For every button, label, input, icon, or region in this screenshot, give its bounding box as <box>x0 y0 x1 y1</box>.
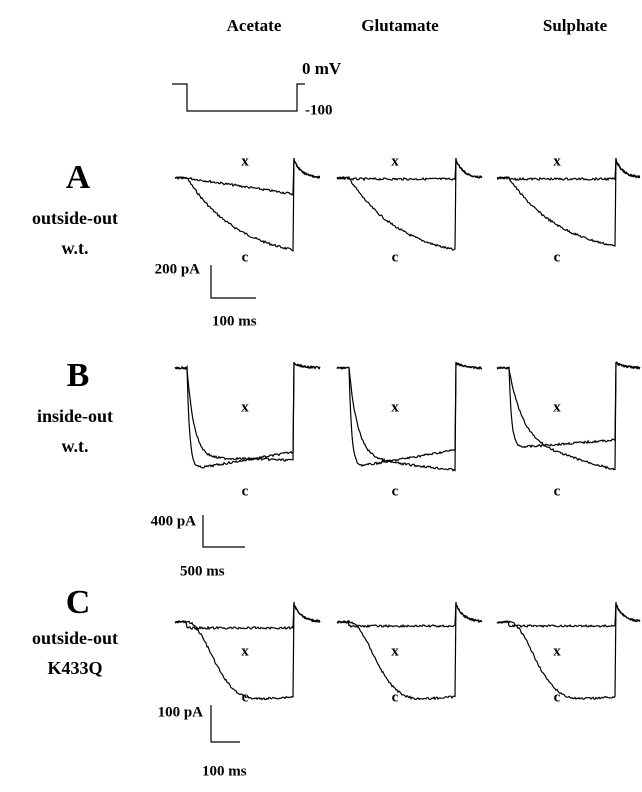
panel-label: w.t. <box>62 436 89 456</box>
trace-label: x <box>553 153 561 169</box>
current-trace <box>336 157 483 251</box>
trace-label: x <box>241 643 249 659</box>
scale-bar <box>210 265 256 299</box>
scale-current: 100 pA <box>158 704 204 720</box>
panel-label: outside-out <box>32 628 118 648</box>
scale-time: 100 ms <box>212 313 257 329</box>
trace-label: c <box>242 249 249 265</box>
panel-letter: B <box>67 357 90 394</box>
trace-label: c <box>392 249 399 265</box>
panel-label: K433Q <box>47 658 102 678</box>
column-header: Sulphate <box>543 16 608 35</box>
trace-label: x <box>391 153 399 169</box>
scale-time: 500 ms <box>180 563 225 579</box>
trace-label: c <box>242 483 249 499</box>
current-trace <box>496 157 641 247</box>
protocol-label: 0 mV <box>302 59 342 78</box>
current-trace <box>174 157 321 196</box>
current-trace <box>336 361 483 468</box>
trace-label: c <box>392 689 399 705</box>
current-trace <box>336 361 483 472</box>
current-trace <box>496 157 640 182</box>
trace-label: x <box>391 643 399 659</box>
column-header: Acetate <box>227 16 282 35</box>
current-trace <box>496 361 641 471</box>
panel-letter: A <box>66 159 91 196</box>
scale-bar <box>210 705 240 743</box>
trace-label: x <box>553 643 561 659</box>
voltage-protocol <box>172 83 305 112</box>
current-trace <box>496 361 641 449</box>
trace-label: c <box>554 249 561 265</box>
scale-time: 100 ms <box>202 763 247 779</box>
trace-label: x <box>553 399 561 415</box>
panel-label: inside-out <box>37 406 113 426</box>
current-trace <box>336 601 483 628</box>
panel-letter: C <box>66 584 91 621</box>
panel-label: w.t. <box>62 238 89 258</box>
trace-label: x <box>241 399 249 415</box>
trace-label: x <box>391 399 399 415</box>
panel-label: outside-out <box>32 208 118 228</box>
current-trace <box>496 601 641 629</box>
trace-label: c <box>392 483 399 499</box>
protocol-label: -100 <box>305 102 333 118</box>
column-header: Glutamate <box>361 16 439 35</box>
current-trace <box>175 361 321 462</box>
current-trace <box>336 157 483 182</box>
trace-label: c <box>554 689 561 705</box>
scale-current: 200 pA <box>155 261 201 277</box>
current-trace <box>174 157 321 252</box>
scale-current: 400 pA <box>151 513 197 529</box>
trace-label: c <box>554 483 561 499</box>
current-trace <box>496 601 641 700</box>
trace-label: c <box>242 689 249 705</box>
trace-label: x <box>241 153 249 169</box>
current-trace <box>175 601 321 631</box>
current-trace <box>336 601 483 701</box>
scale-bar <box>202 515 245 548</box>
